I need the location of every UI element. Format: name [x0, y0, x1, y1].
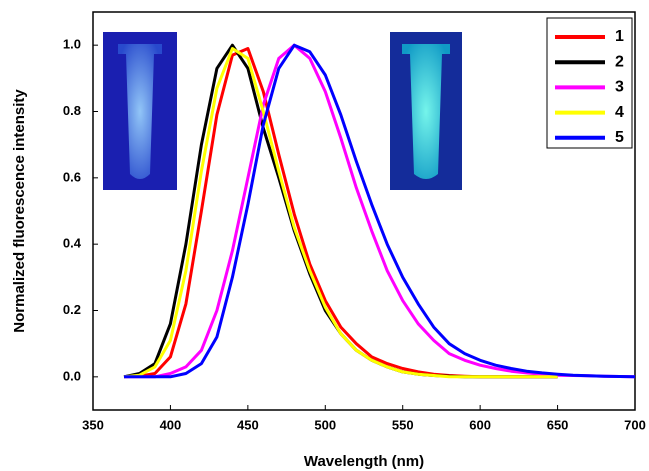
plot-frame [92, 11, 636, 411]
legend-label: 1 [615, 28, 624, 45]
y-tick-label: 0.2 [63, 302, 81, 317]
x-tick-label: 700 [624, 417, 646, 432]
x-tick-label: 600 [469, 417, 491, 432]
y-axis-label: Normalized fluorescence intensity [11, 89, 28, 333]
legend-label: 2 [615, 53, 624, 70]
legend-label: 5 [615, 129, 624, 146]
legend-label: 3 [615, 79, 624, 96]
x-tick-label: 550 [392, 417, 414, 432]
x-tick-label: 450 [237, 417, 259, 432]
y-tick-label: 0.4 [63, 236, 82, 251]
series-line [124, 43, 636, 379]
y-tick-label: 0.0 [63, 368, 81, 383]
x-tick-label: 350 [82, 417, 104, 432]
inset-photo-left [103, 32, 177, 190]
y-tick-label: 1.0 [63, 37, 81, 52]
x-tick-label: 500 [314, 417, 336, 432]
series-line [123, 47, 558, 379]
legend-label: 4 [615, 104, 624, 121]
inset-photo-right [390, 32, 462, 190]
x-axis-label: Wavelength (nm) [304, 453, 424, 470]
legend [546, 17, 633, 149]
y-tick-label: 0.8 [63, 103, 81, 118]
x-tick-label: 650 [547, 417, 569, 432]
series-line [123, 47, 558, 379]
y-tick-label: 0.6 [63, 169, 81, 184]
x-tick-label: 400 [160, 417, 182, 432]
